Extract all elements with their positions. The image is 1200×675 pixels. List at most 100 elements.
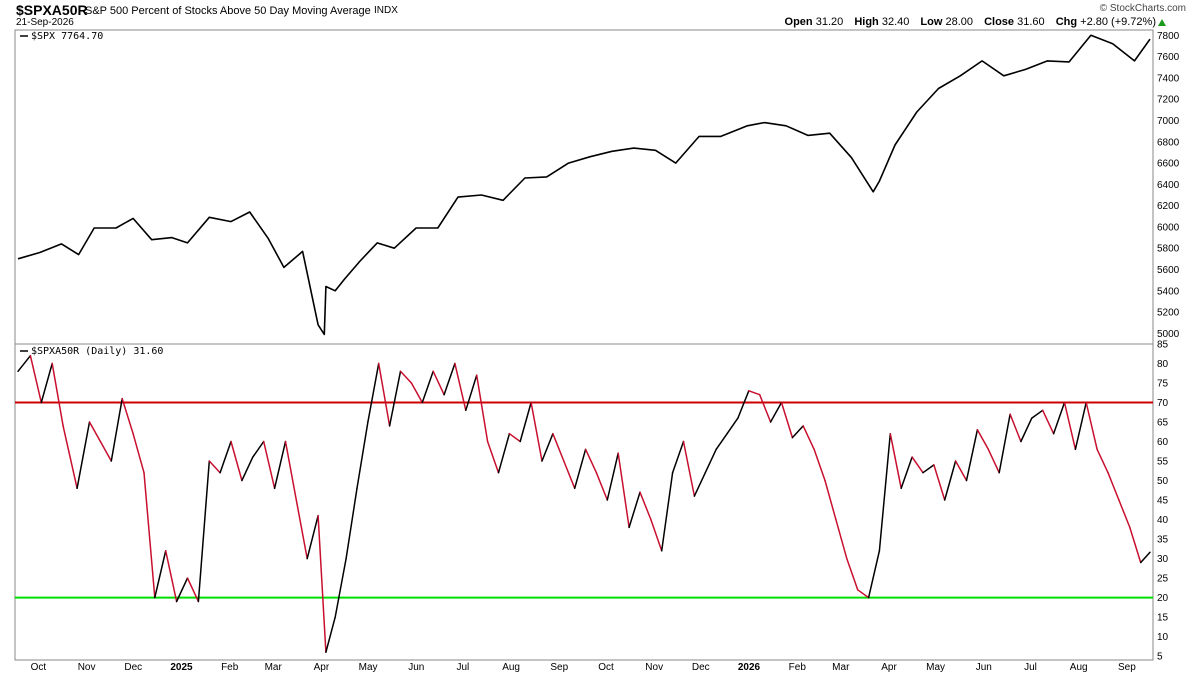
breadth-line-segment — [421, 370, 434, 404]
breadth-line-segment — [1107, 471, 1120, 501]
x-tick-label: Dec — [124, 662, 142, 673]
price-panel-frame — [14, 29, 1154, 345]
price-y-tick-label: 7200 — [1157, 95, 1180, 106]
breadth-line-segment — [508, 432, 521, 443]
breadth-line-segment — [715, 432, 728, 451]
breadth-line-segment — [639, 491, 652, 521]
price-y-tick-label: 5200 — [1157, 308, 1180, 319]
breadth-line-segment — [726, 417, 739, 435]
breadth-line-segment — [541, 432, 554, 462]
breadth-line-segment — [197, 460, 211, 603]
breadth-line-segment — [835, 518, 848, 560]
open-value: 31.20 — [815, 16, 844, 28]
breadth-line-segment — [317, 514, 327, 653]
breadth-line-segment — [617, 452, 630, 529]
breadth-line-segment — [573, 448, 587, 490]
chart-date: 21-Sep-2026 — [16, 17, 74, 28]
breadth-y-tick-label: 35 — [1157, 535, 1169, 546]
breadth-y-tick-label: 60 — [1157, 437, 1169, 448]
price-y-tick-label: 7000 — [1157, 116, 1180, 127]
breadth-line-segment — [650, 518, 663, 552]
price-y-tick-label: 7800 — [1157, 31, 1180, 42]
breadth-line-segment — [933, 464, 946, 501]
x-tick-label: Feb — [789, 662, 807, 673]
breadth-y-tick-label: 85 — [1157, 340, 1169, 351]
breadth-line-segment — [497, 432, 511, 474]
breadth-line-segment — [595, 471, 609, 501]
breadth-line-segment — [110, 397, 123, 462]
breadth-line-segment — [1009, 413, 1022, 443]
breadth-line-segment — [660, 471, 674, 552]
breadth-line-segment — [1118, 499, 1131, 529]
breadth-line-segment — [410, 382, 424, 404]
price-y-tick-label: 7600 — [1157, 52, 1180, 63]
x-tick-label: Nov — [78, 662, 96, 673]
breadth-line-segment — [954, 460, 968, 482]
breadth-line-segment — [219, 440, 232, 474]
breadth-line-segment — [208, 460, 221, 474]
price-legend-label: $SPX 7764.70 — [31, 31, 103, 42]
price-y-tick-label: 6000 — [1157, 222, 1180, 233]
open-label: Open — [784, 16, 813, 28]
breadth-line-segment — [230, 440, 243, 482]
x-tick-label: Jun — [976, 662, 992, 673]
breadth-line-segment — [922, 464, 935, 474]
x-tick-label: May — [359, 662, 378, 673]
breadth-y-tick-label: 25 — [1157, 574, 1169, 585]
breadth-line-segment — [325, 616, 336, 653]
breadth-y-tick-label: 55 — [1157, 457, 1169, 468]
breadth-y-tick-label: 40 — [1157, 515, 1169, 526]
breadth-y-tick-label: 30 — [1157, 554, 1169, 565]
x-tick-label: 2025 — [170, 662, 193, 673]
breadth-line-segment — [454, 362, 467, 412]
x-tick-label: May — [926, 662, 945, 673]
breadth-line-segment — [76, 421, 91, 490]
breadth-line-segment — [563, 460, 576, 490]
breadth-line-segment — [780, 401, 794, 439]
close-value: 31.60 — [1017, 16, 1045, 28]
breadth-line-segment — [334, 557, 347, 618]
low-value: 28.00 — [945, 16, 974, 28]
breadth-panel-frame — [14, 343, 1154, 661]
breadth-line-segment — [1129, 526, 1142, 564]
breadth-line-segment — [769, 401, 783, 423]
breadth-line-segment — [262, 440, 276, 490]
breadth-line-segment — [867, 550, 881, 599]
breadth-line-segment — [175, 577, 189, 603]
x-tick-label: Oct — [31, 662, 47, 673]
chg-value: +2.80 (+9.72%) — [1080, 16, 1156, 28]
breadth-line-segment — [530, 401, 543, 462]
breadth-line-segment — [132, 432, 145, 474]
breadth-y-tick-label: 80 — [1157, 359, 1169, 370]
x-tick-label: 2026 — [738, 662, 761, 673]
x-tick-label: Nov — [645, 662, 663, 673]
breadth-line-segment — [824, 479, 837, 521]
breadth-line-segment — [1085, 401, 1098, 451]
ohlc-readout: Open 31.20 High 32.40 Low 28.00 Close 31… — [777, 16, 1156, 28]
breadth-line-segment — [552, 432, 565, 462]
breadth-line-segment — [377, 362, 391, 427]
breadth-line-segment — [889, 432, 902, 490]
exchange-label: INDX — [374, 5, 398, 16]
breadth-line-segment — [878, 432, 892, 552]
breadth-line-segment — [306, 514, 319, 560]
low-label: Low — [920, 16, 943, 28]
breadth-line-segment — [252, 440, 265, 458]
breadth-line-segment — [399, 370, 413, 384]
symbol-title: $SPXA50R — [16, 2, 88, 18]
breadth-y-tick-label: 75 — [1157, 379, 1169, 390]
breadth-y-tick-label: 15 — [1157, 613, 1169, 624]
breadth-line-segment — [748, 390, 761, 396]
x-tick-label: Jul — [1024, 662, 1037, 673]
breadth-line-segment — [758, 393, 772, 423]
chart-header: $SPXA50R S&P 500 Percent of Stocks Above… — [0, 0, 1200, 30]
breadth-line-segment — [388, 370, 402, 427]
breadth-line-segment — [976, 429, 990, 451]
breadth-line-segment — [143, 471, 156, 599]
breadth-line-segment — [367, 362, 380, 423]
breadth-line-segment — [671, 440, 685, 474]
breadth-line-segment — [1052, 401, 1066, 435]
breadth-line-segment — [987, 448, 1000, 474]
breadth-line-segment — [813, 448, 826, 482]
